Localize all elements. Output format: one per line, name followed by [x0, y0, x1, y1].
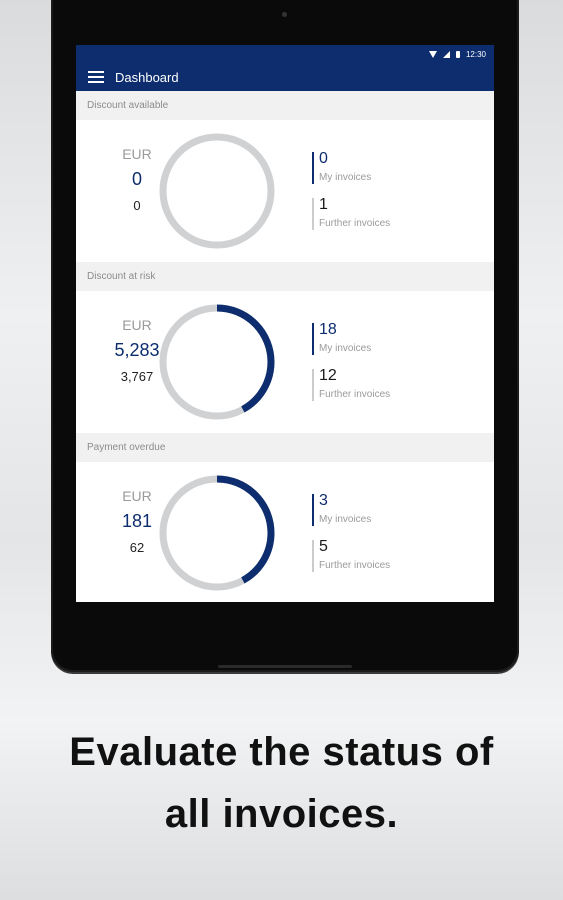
card-discount-at-risk[interactable]: EUR 5,283 3,767 18 My invoices 12 Furthe… — [76, 291, 494, 433]
further-invoices-label: Further invoices — [319, 389, 391, 400]
primary-bar — [312, 323, 314, 355]
sub-amount-value: 0 — [133, 197, 141, 213]
invoice-stats: 18 My invoices 12 Further invoices — [312, 321, 390, 413]
sub-amount-value: 62 — [129, 539, 145, 555]
gauge-track — [159, 133, 275, 249]
section-header-payment-overdue: Payment overdue — [76, 433, 494, 462]
further-invoices-stat[interactable]: 5 Further invoices — [312, 538, 390, 576]
further-invoices-count: 1 — [319, 196, 328, 213]
tablet-frame: 12:30 Dashboard Discount available EUR 0… — [51, 0, 519, 672]
muted-bar — [312, 540, 314, 572]
donut-gauge — [159, 475, 275, 591]
my-invoices-stat[interactable]: 18 My invoices — [312, 321, 390, 359]
section-header-discount-at-risk: Discount at risk — [76, 262, 494, 291]
further-invoices-stat[interactable]: 12 Further invoices — [312, 367, 390, 405]
page-title: Dashboard — [115, 69, 179, 85]
primary-bar — [312, 152, 314, 184]
amount-value: 5,283 — [114, 339, 160, 360]
signal-icon — [442, 50, 450, 58]
amount-value: 0 — [131, 168, 142, 189]
currency-label: EUR — [122, 487, 152, 504]
muted-bar — [312, 198, 314, 230]
further-invoices-count: 5 — [319, 538, 328, 555]
caption-line-1: Evaluate the status of — [69, 730, 494, 774]
sub-amount-value: 3,767 — [120, 368, 154, 384]
my-invoices-count: 3 — [319, 492, 328, 509]
gauge-text: EUR 0 0 — [76, 120, 198, 242]
my-invoices-stat[interactable]: 3 My invoices — [312, 492, 390, 530]
my-invoices-label: My invoices — [319, 514, 372, 525]
my-invoices-label: My invoices — [319, 172, 372, 183]
gauge-text: EUR 5,283 3,767 — [76, 291, 198, 413]
section-header-discount-available: Discount available — [76, 91, 494, 120]
caption-line-2: all invoices. — [164, 792, 399, 836]
status-bar: 12:30 — [76, 45, 494, 63]
further-invoices-label: Further invoices — [319, 218, 391, 229]
wifi-icon — [428, 50, 437, 58]
further-invoices-stat[interactable]: 1 Further invoices — [312, 196, 390, 234]
app-bar: Dashboard — [76, 63, 494, 91]
amount-value: 181 — [121, 510, 153, 531]
primary-bar — [312, 494, 314, 526]
invoice-stats: 3 My invoices 5 Further invoices — [312, 492, 390, 584]
gauge-arc — [159, 475, 275, 591]
hamburger-menu-icon[interactable] — [88, 71, 104, 83]
card-discount-available[interactable]: EUR 0 0 0 My invoices 1 Further invoices — [76, 120, 494, 262]
invoice-stats: 0 My invoices 1 Further invoices — [312, 150, 390, 242]
my-invoices-count: 0 — [319, 150, 328, 167]
battery-icon — [455, 50, 460, 58]
donut-gauge — [159, 133, 275, 249]
gauge-text: EUR 181 62 — [76, 462, 198, 584]
my-invoices-count: 18 — [319, 321, 337, 338]
further-invoices-label: Further invoices — [319, 560, 391, 571]
gauge-arc — [159, 304, 275, 420]
status-time: 12:30 — [465, 49, 486, 59]
muted-bar — [312, 369, 314, 401]
my-invoices-label: My invoices — [319, 343, 372, 354]
currency-label: EUR — [122, 145, 152, 162]
camera-icon — [282, 12, 287, 17]
card-payment-overdue[interactable]: EUR 181 62 3 My invoices 5 Further invoi… — [76, 462, 494, 602]
app-screen: 12:30 Dashboard Discount available EUR 0… — [76, 45, 494, 602]
further-invoices-count: 12 — [319, 367, 337, 384]
currency-label: EUR — [122, 316, 152, 333]
device-bottom-edge — [218, 665, 352, 668]
donut-gauge — [159, 304, 275, 420]
my-invoices-stat[interactable]: 0 My invoices — [312, 150, 390, 188]
